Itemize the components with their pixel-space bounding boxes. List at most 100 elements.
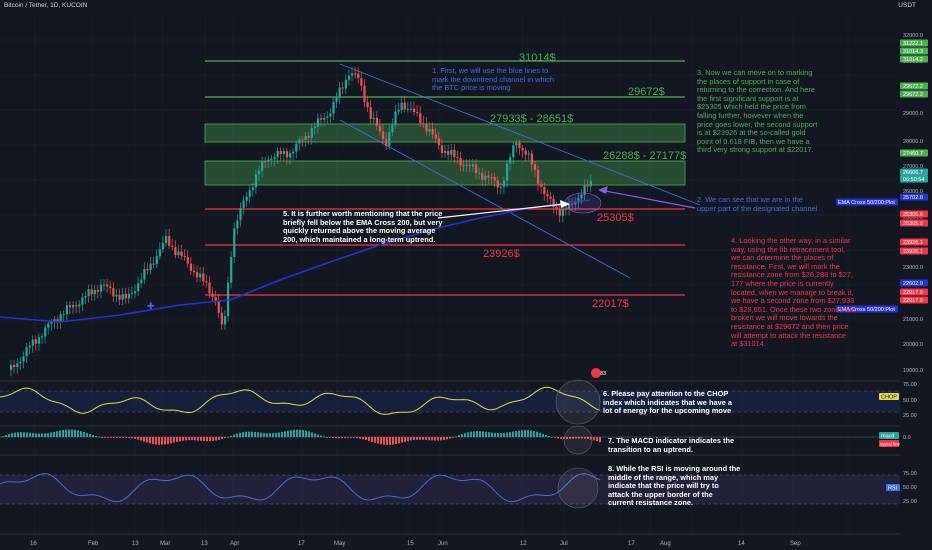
candle-body [134, 291, 137, 294]
time-tick: 17 [628, 541, 635, 547]
time-axis[interactable]: 16 Feb 13 Mar 13 Apr 17 May 15 Jun 12 Jul 17 Aug 14 Sep [30, 541, 801, 547]
macd-bar [494, 432, 496, 437]
candle-body [341, 87, 344, 89]
candle-body [502, 180, 506, 187]
candle-body [56, 319, 59, 322]
candle-body [109, 286, 112, 289]
price-tick: 25000.0 [903, 215, 923, 221]
macd-bar [269, 433, 271, 437]
macd-bar [374, 437, 376, 443]
macd-bar [320, 435, 322, 437]
level-label: 31014$ [519, 52, 556, 64]
macd-bar [362, 437, 364, 440]
price-tick: 19000.0 [903, 368, 923, 374]
macd-bar [257, 432, 259, 437]
time-tick: 13 [201, 541, 208, 547]
price-axis[interactable]: 32000.030000.029000.028000.027000.026000… [836, 33, 928, 505]
symbol-title: Bitcoin / Tether, 1D, KUCOIN [4, 2, 88, 9]
macd-bar [41, 433, 43, 437]
macd-bar [239, 432, 241, 437]
candle-body [487, 175, 490, 178]
candle-body [378, 125, 382, 132]
chop-tag [879, 393, 899, 400]
candle-body [484, 175, 487, 180]
indicator-tick: 75.00 [903, 382, 917, 388]
candle-body [106, 284, 109, 287]
candle-body [186, 257, 189, 264]
macd-bar [599, 437, 601, 443]
price-tag [900, 193, 928, 201]
price-tag [900, 90, 928, 98]
candle-body [161, 243, 165, 250]
price-tag [900, 168, 928, 176]
macd-bar [473, 431, 475, 437]
macd-bar [344, 437, 346, 438]
macd-bar [134, 437, 136, 439]
event-flag-icon[interactable] [591, 368, 601, 378]
macd-tick: 0.0 [903, 435, 911, 441]
candle-body [41, 336, 44, 338]
candle-body [400, 102, 403, 110]
candle-body [155, 256, 158, 265]
candle-body [44, 327, 47, 337]
price-tag-label: 27460.7 [903, 151, 923, 157]
macd-bar [530, 430, 532, 437]
macd-bar [206, 437, 208, 442]
candle-body [127, 293, 130, 299]
price-tag [900, 296, 928, 304]
macd-bar [221, 437, 223, 440]
candle-body [242, 200, 245, 208]
macd-bar [314, 433, 316, 437]
channel-lower-line [339, 119, 631, 279]
macd-bar [185, 437, 187, 441]
candle-body [524, 150, 527, 155]
macd-bar [515, 431, 517, 437]
macd-bar [356, 437, 358, 439]
candle-body [10, 364, 13, 370]
macd-bar [230, 435, 232, 437]
candle-body [397, 109, 400, 112]
candle-body [586, 185, 589, 187]
macd-bar [338, 437, 340, 439]
macd-bar [143, 437, 145, 442]
candle-body [434, 134, 437, 139]
chop-highlight-circle [555, 379, 601, 425]
candle-body [344, 79, 347, 89]
candle-body [577, 198, 580, 203]
candle-body [59, 314, 62, 322]
note-1-channel: 1. First, we will use the blue lines to … [432, 66, 555, 93]
macd-bar [38, 433, 40, 437]
candle-body [558, 208, 561, 216]
candle-body [493, 177, 496, 181]
price-tag [900, 247, 928, 255]
macd-bar [551, 436, 553, 438]
macd-bar [194, 437, 196, 441]
candle-body [84, 296, 87, 298]
candle-body [180, 251, 183, 256]
time-tick: 13 [132, 541, 139, 547]
indicator-tick: 50.00 [903, 398, 917, 404]
candle-body [103, 284, 106, 286]
time-tick: May [334, 541, 345, 547]
candle-body [369, 107, 372, 119]
note-8-rsi: 8. While the RSI is moving around the mi… [608, 464, 741, 508]
candle-body [490, 177, 493, 179]
candle-body [37, 337, 41, 344]
macd-bar [26, 432, 28, 437]
candle-body [68, 305, 72, 308]
note-2-channel-position: 2. We can see that we are in the upper p… [697, 195, 818, 213]
macd-bar [434, 437, 436, 441]
candle-body [251, 187, 254, 191]
macd-bar [308, 431, 310, 437]
macd-bar [164, 437, 166, 445]
level-label: 22017$ [592, 298, 629, 310]
candle-body [564, 208, 568, 210]
macd-bar [35, 433, 37, 437]
macd-bar [92, 435, 94, 437]
macd-bar [200, 437, 202, 441]
macd-bar [191, 437, 193, 441]
candle-body [239, 207, 242, 221]
macd-bar [59, 430, 61, 437]
candle-body [140, 279, 143, 284]
